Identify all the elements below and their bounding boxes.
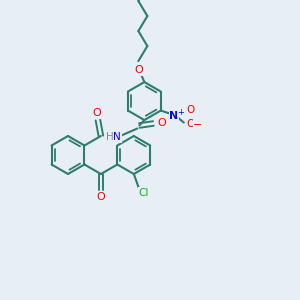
Text: N: N xyxy=(113,133,121,142)
Text: O: O xyxy=(134,65,143,75)
Text: +: + xyxy=(177,108,184,117)
Text: O: O xyxy=(157,118,166,128)
Text: O: O xyxy=(92,108,101,118)
Text: Cl: Cl xyxy=(139,188,149,198)
Text: −: − xyxy=(193,119,203,130)
Text: O: O xyxy=(187,104,195,115)
Text: O: O xyxy=(97,192,105,202)
Text: O: O xyxy=(187,118,195,128)
Text: H: H xyxy=(106,133,114,142)
Text: N: N xyxy=(169,110,178,121)
